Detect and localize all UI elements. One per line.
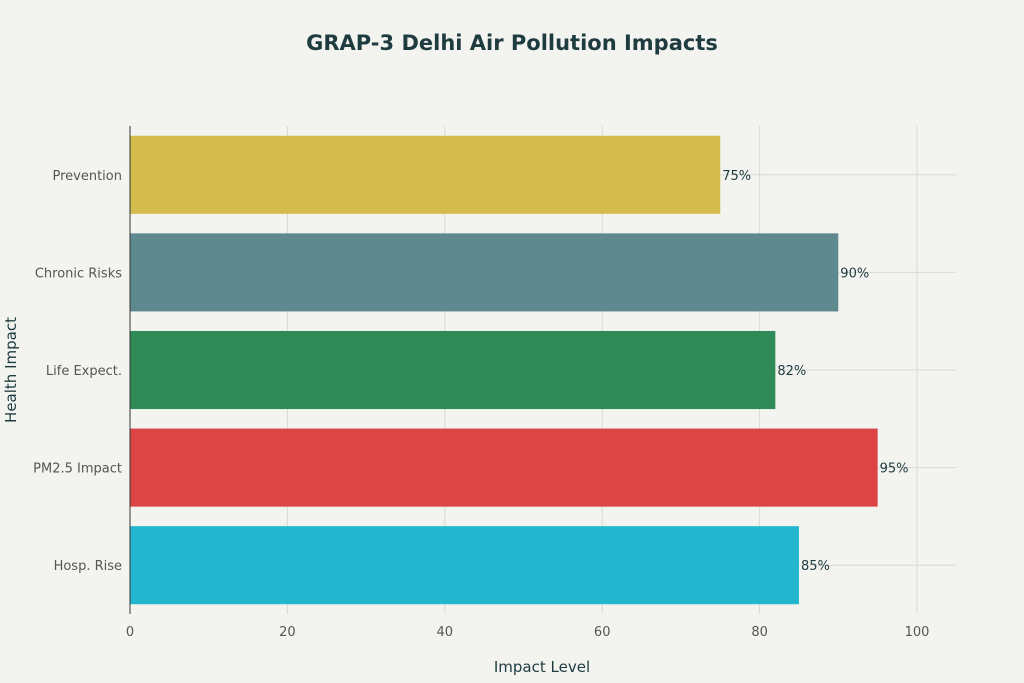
bar-value-label: 75% [722,169,751,184]
x-tick-label: 60 [594,625,611,640]
category-label: PM2.5 Impact [33,462,122,477]
bars [130,135,878,605]
bar-value-label: 90% [840,266,869,281]
category-labels: Prevention Chronic Risks Life Expect. PM2.5… [33,169,122,574]
bar [130,233,839,312]
category-label: Life Expect. [46,364,122,379]
x-tick-label: 80 [751,625,768,640]
data-labels: 75% 90% 82% 95% 85% [722,169,908,574]
x-tick-label: 40 [437,625,454,640]
category-label: Chronic Risks [35,266,122,281]
bar-value-label: 82% [777,364,806,379]
bar [130,135,721,214]
x-axis-title: Impact Level [494,658,590,676]
x-tick-labels: 0 20 40 60 80 100 [126,625,930,640]
x-tick-label: 100 [905,625,930,640]
chart-title: GRAP-3 Delhi Air Pollution Impacts [306,31,718,55]
category-label: Hosp. Rise [54,559,122,574]
bar-value-label: 95% [880,462,909,477]
bar [130,526,799,605]
y-axis-title: Health Impact [2,317,20,423]
x-tick-label: 20 [279,625,296,640]
x-tick-label: 0 [126,625,134,640]
category-label: Prevention [52,169,122,184]
bar [130,428,878,507]
bar [130,330,776,410]
bar-value-label: 85% [801,559,830,574]
